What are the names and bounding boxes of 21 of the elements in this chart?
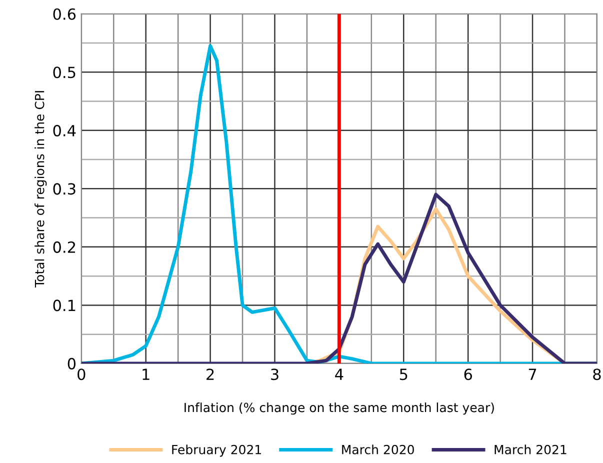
y-axis-title: Total share of regions in the CPI (34, 91, 47, 288)
x-tick-label: 5 (400, 368, 408, 380)
y-tick-label: 0.5 (53, 66, 76, 78)
x-axis-title: Inflation (% change on the same month last year) (184, 402, 494, 415)
legend-label: March 2020 (342, 444, 414, 454)
legend-label: March 2021 (494, 444, 566, 454)
y-tick-label: 0.4 (53, 124, 76, 136)
x-tick-label: 7 (528, 368, 536, 380)
x-tick-label: 6 (464, 368, 472, 380)
x-tick-label: 8 (593, 368, 601, 380)
x-tick-label: 2 (206, 368, 214, 380)
x-tick-label: 0 (78, 368, 86, 380)
y-tick-label: 0.3 (53, 183, 76, 195)
y-tick-label: 0.2 (53, 241, 76, 253)
x-tick-label: 3 (271, 368, 278, 380)
legend-label: February 2021 (172, 444, 261, 457)
x-tick-label: 1 (142, 368, 150, 380)
y-tick-label: 0 (68, 358, 76, 370)
y-tick-label: 0.6 (53, 8, 76, 20)
x-tick-label: 4 (335, 368, 344, 380)
y-tick-label: 0.1 (53, 300, 76, 312)
